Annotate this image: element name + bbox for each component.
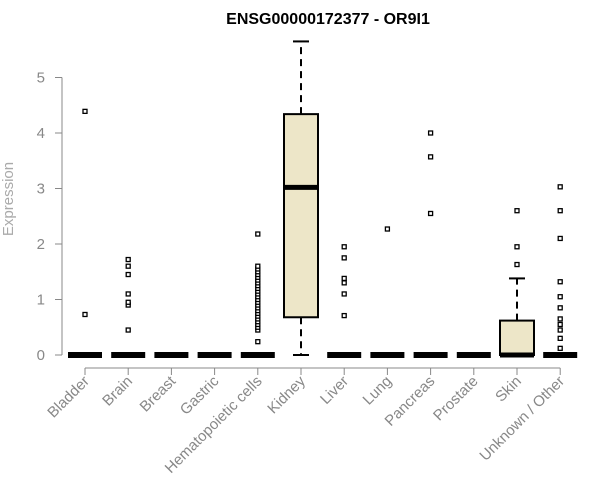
y-axis-label: Expression bbox=[0, 162, 17, 236]
box-skin bbox=[499, 208, 535, 358]
iqr-box bbox=[499, 319, 535, 356]
x-tick-label: Liver bbox=[317, 373, 352, 408]
outlier-point bbox=[557, 294, 563, 300]
outlier-point bbox=[341, 275, 347, 282]
outlier-point bbox=[557, 208, 563, 214]
outlier-point bbox=[557, 235, 563, 242]
outlier-point bbox=[341, 244, 347, 250]
outlier-point bbox=[82, 108, 88, 115]
box-lung bbox=[370, 226, 405, 358]
outlier-point bbox=[341, 280, 347, 286]
outlier-point bbox=[557, 184, 563, 190]
outlier-point bbox=[557, 305, 563, 311]
outlier-point bbox=[427, 130, 434, 136]
outlier-point bbox=[82, 311, 88, 318]
x-tick-label: Kidney bbox=[264, 372, 309, 417]
x-tick-label: Prostate bbox=[430, 373, 482, 425]
x-tick-label: Brain bbox=[99, 373, 136, 410]
outlier-point bbox=[384, 226, 391, 232]
outlier-point bbox=[427, 210, 434, 217]
y-tick-label: 0 bbox=[37, 347, 45, 364]
x-tick-label: Breast bbox=[137, 372, 180, 415]
y-tick-label: 1 bbox=[37, 292, 45, 309]
outlier-point bbox=[557, 335, 563, 342]
outlier-point bbox=[427, 154, 434, 160]
box-liver bbox=[327, 244, 362, 358]
box-kidney bbox=[283, 40, 319, 356]
outlier-point bbox=[557, 327, 563, 333]
outlier-point bbox=[255, 263, 261, 269]
iqr-box bbox=[283, 113, 319, 319]
box-hematopoietic-cells bbox=[240, 231, 275, 358]
x-tick-label: Skin bbox=[492, 373, 525, 406]
outlier-point bbox=[125, 256, 131, 263]
outlier-point bbox=[514, 208, 520, 214]
chart-title: ENSG00000172377 - OR9I1 bbox=[226, 11, 430, 28]
x-tick-label: Lung bbox=[360, 373, 396, 409]
y-tick-label: 2 bbox=[37, 236, 45, 253]
outlier-point bbox=[341, 312, 347, 319]
box-pancreas bbox=[413, 130, 448, 358]
outlier-point bbox=[514, 261, 520, 268]
x-tick-label: Bladder bbox=[44, 373, 93, 422]
y-tick-label: 4 bbox=[37, 125, 45, 142]
box-unknown-other bbox=[543, 184, 578, 358]
outlier-point bbox=[341, 291, 347, 297]
outlier-point bbox=[255, 231, 261, 237]
outlier-point bbox=[514, 244, 520, 250]
outlier-point bbox=[557, 321, 563, 328]
y-axis: 0 1 2 3 4 5 bbox=[37, 70, 63, 364]
plot-area bbox=[68, 40, 578, 358]
box-bladder bbox=[68, 108, 102, 358]
outlier-point bbox=[125, 299, 131, 305]
y-tick-label: 3 bbox=[37, 181, 45, 198]
outlier-point bbox=[255, 339, 261, 345]
outlier-point bbox=[557, 279, 563, 285]
outlier-point bbox=[125, 327, 131, 333]
outlier-point bbox=[125, 291, 131, 297]
y-tick-label: 5 bbox=[37, 70, 45, 87]
outlier-point bbox=[557, 316, 563, 322]
outlier-point bbox=[125, 271, 131, 278]
outlier-point bbox=[341, 255, 347, 261]
outlier-point bbox=[125, 263, 131, 269]
outlier-point bbox=[557, 345, 563, 351]
box-brain bbox=[111, 256, 146, 358]
